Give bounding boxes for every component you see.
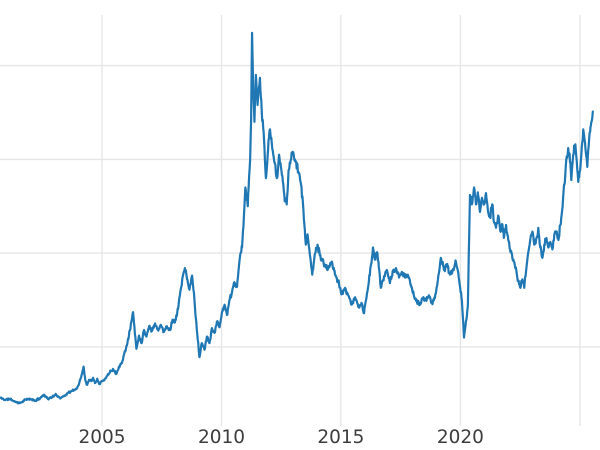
x-tick-label-2005: 2005 (78, 427, 125, 448)
price-line-series (0, 31, 594, 405)
x-tick-label-2010: 2010 (198, 427, 245, 448)
price-line (0, 31, 594, 405)
x-tick-label-2015: 2015 (317, 427, 364, 448)
x-tick-label-2020: 2020 (437, 427, 484, 448)
x-axis-tick-labels: 2005 2010 2015 2020 (78, 427, 483, 448)
gridlines (0, 15, 600, 426)
